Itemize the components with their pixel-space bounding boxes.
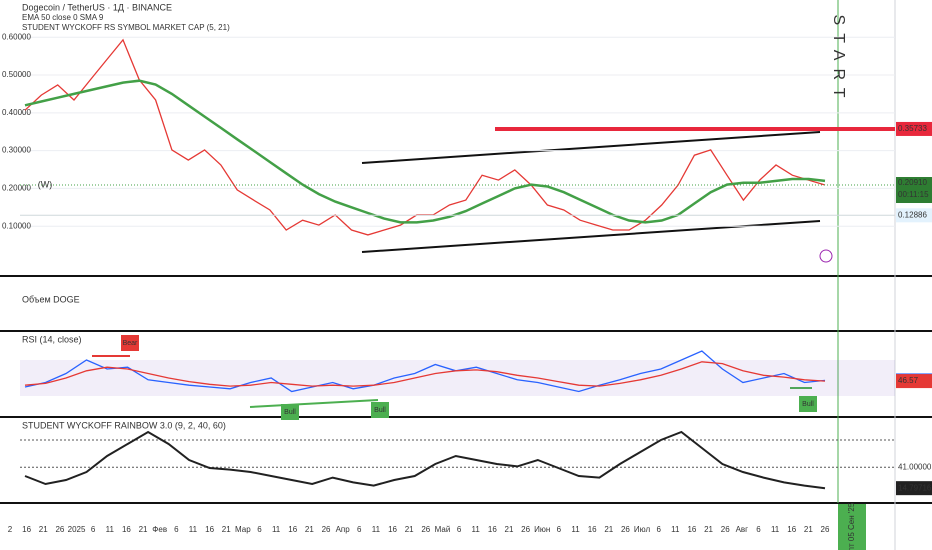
y-tick-label: 0.50000 (2, 70, 31, 79)
cursor-date-box (838, 504, 866, 550)
x-tick-label: Май (435, 525, 451, 534)
price-tag (896, 121, 932, 136)
x-tick-label: 11 (472, 525, 481, 534)
price-title: Dogecoin / TetherUS · 1Д · BINANCE (22, 2, 172, 12)
osc-legend: STUDENT WYCKOFF RAINBOW 3.0 (9, 2, 40, 6… (22, 420, 226, 430)
y-tick-label: 0.10000 (2, 221, 31, 230)
series-line (24, 430, 826, 490)
y-tick-label: 0.30000 (2, 146, 31, 155)
y-tick-label: 0.40000 (2, 108, 31, 117)
x-tick-label: 16 (588, 525, 597, 534)
price-tag-text: 46.57 (898, 376, 919, 385)
price-tag-text: 0.12886 (898, 210, 927, 219)
x-tick-label: Июн (534, 525, 550, 534)
x-tick-label: 6 (557, 525, 562, 534)
x-tick-label: 21 (139, 525, 148, 534)
x-tick-label: 11 (272, 525, 281, 534)
x-tick-label: Мар (235, 525, 251, 534)
x-tick-label: 21 (505, 525, 514, 534)
price-tag (896, 374, 932, 389)
x-tick-label: 2025 (68, 525, 86, 534)
indicator-legend: EMA 50 close 0 SMA 9 (22, 13, 104, 22)
x-tick-label: 21 (405, 525, 414, 534)
x-tick-label: 16 (288, 525, 297, 534)
indicator-legend: STUDENT WYCKOFF RS SYMBOL MARKET CAP (5,… (22, 23, 230, 32)
x-tick-label: 16 (122, 525, 131, 534)
x-tick-label: 11 (571, 525, 580, 534)
x-tick-label: 11 (106, 525, 115, 534)
volume-legend: Объем DOGE (22, 294, 80, 304)
x-tick-label: 16 (205, 525, 214, 534)
price-tag-text: 14.79716 (898, 483, 932, 492)
x-tick-label: 21 (305, 525, 314, 534)
annotation-box (121, 335, 139, 351)
price-tag-text: 0.20910 (898, 178, 927, 187)
price-tag (896, 208, 932, 223)
x-tick-label: 6 (457, 525, 462, 534)
x-tick-label: 21 (39, 525, 48, 534)
price-tag (896, 177, 932, 204)
price-tag-text: 0.35733 (898, 124, 927, 133)
x-tick-label: 26 (322, 525, 331, 534)
x-tick-label: 26 (721, 525, 730, 534)
countdown: 00:11:15 (898, 190, 929, 199)
cursor-date: пт 05 Сен '25 (847, 502, 856, 550)
rsi-legend: RSI (14, close) (22, 334, 82, 344)
divergence-line (249, 399, 379, 408)
event-marker (819, 249, 833, 263)
x-tick-label: 16 (787, 525, 796, 534)
y-tick-label: 0.60000 (2, 32, 31, 41)
x-tick-label: 6 (91, 525, 96, 534)
x-tick-label: 26 (421, 525, 430, 534)
x-tick-label: 26 (821, 525, 830, 534)
annotation: Bull (284, 409, 296, 416)
series-line (24, 361, 826, 387)
x-tick-label: 21 (804, 525, 813, 534)
series-line (24, 350, 826, 393)
annotation: Bear (123, 340, 138, 347)
series-line (24, 79, 826, 224)
annotation: START (830, 15, 847, 106)
price-tag (896, 481, 932, 496)
x-tick-label: 26 (621, 525, 630, 534)
x-tick-label: 21 (604, 525, 613, 534)
x-tick-label: 11 (671, 525, 680, 534)
x-tick-label: Июл (634, 525, 651, 534)
x-tick-label: 11 (771, 525, 780, 534)
x-tick-label: 6 (257, 525, 262, 534)
annotation-box (371, 402, 389, 418)
annotation-box (799, 396, 817, 412)
channel-line (361, 131, 821, 164)
y-tick-label: 41.00000 (898, 462, 932, 471)
annotation-box (281, 404, 299, 420)
annotation: Bull (374, 407, 386, 414)
x-tick-label: 16 (22, 525, 31, 534)
x-tick-label: 6 (756, 525, 761, 534)
x-tick-label: Авг (736, 525, 749, 534)
annotation: (W) (38, 179, 53, 189)
x-tick-label: Фев (152, 525, 167, 534)
x-tick-label: 21 (704, 525, 713, 534)
x-tick-label: 6 (357, 525, 362, 534)
x-tick-label: 26 (521, 525, 530, 534)
annotation: Bull (802, 401, 814, 408)
x-tick-label: 6 (174, 525, 179, 534)
x-tick-label: Апр (336, 525, 351, 534)
x-tick-label: 21 (222, 525, 231, 534)
x-tick-label: 16 (488, 525, 497, 534)
x-tick-label: 11 (372, 525, 381, 534)
x-tick-label: 16 (388, 525, 397, 534)
x-tick-label: 6 (656, 525, 661, 534)
x-tick-label: 16 (687, 525, 696, 534)
x-tick-label: 26 (55, 525, 64, 534)
x-tick-label: 11 (189, 525, 198, 534)
x-tick-label: 2 (8, 525, 13, 534)
y-tick-label: 0.20000 (2, 184, 31, 193)
